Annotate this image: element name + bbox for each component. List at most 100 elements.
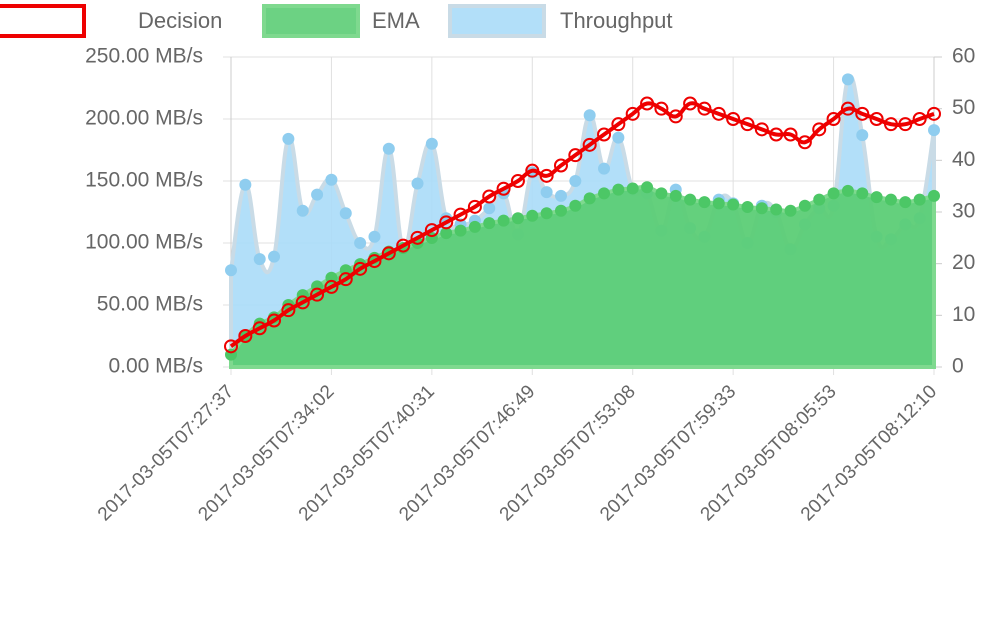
- legend-swatch: [0, 4, 86, 38]
- point: [899, 196, 912, 209]
- point: [483, 202, 496, 215]
- point: [468, 220, 481, 233]
- point: [641, 181, 654, 194]
- point: [525, 163, 540, 178]
- point: [296, 204, 309, 217]
- y2-tick-label: 60: [952, 45, 975, 68]
- point: [338, 272, 353, 287]
- point: [928, 189, 940, 202]
- point: [840, 101, 855, 116]
- point: [325, 271, 338, 284]
- point: [913, 193, 926, 206]
- point: [598, 187, 611, 200]
- point: [482, 189, 497, 204]
- point: [869, 112, 884, 126]
- point: [568, 148, 583, 163]
- point: [539, 168, 554, 183]
- point: [855, 106, 870, 121]
- point: [783, 127, 798, 142]
- point: [424, 223, 439, 238]
- point: [770, 203, 783, 216]
- point: [510, 174, 525, 188]
- point: [496, 181, 511, 196]
- point: [483, 217, 496, 230]
- point: [582, 137, 597, 152]
- legend-swatch: [448, 4, 546, 38]
- point: [511, 212, 524, 225]
- point: [883, 117, 898, 132]
- point: [611, 117, 626, 132]
- point: [396, 238, 411, 253]
- point: [697, 101, 712, 116]
- point: [368, 230, 381, 243]
- point: [225, 264, 237, 277]
- y2-tick-label: 30: [952, 200, 975, 223]
- y-tick-label: 50.00 MB/s: [97, 293, 203, 316]
- point: [339, 207, 352, 220]
- point: [726, 112, 741, 126]
- point: [654, 101, 669, 116]
- point: [598, 162, 611, 175]
- legend-label: Decision: [138, 8, 222, 33]
- y2-tick-label: 40: [952, 148, 975, 171]
- point: [668, 109, 683, 124]
- y2-tick-label: 50: [952, 96, 975, 119]
- point: [540, 186, 553, 199]
- point: [311, 188, 324, 201]
- point: [411, 177, 424, 190]
- point: [856, 129, 869, 142]
- point: [554, 189, 567, 202]
- point: [797, 135, 812, 150]
- point: [927, 106, 941, 121]
- point: [625, 106, 640, 121]
- y-tick-label: 0.00 MB/s: [108, 355, 203, 378]
- point: [826, 112, 841, 126]
- point: [540, 207, 553, 220]
- point: [353, 261, 368, 276]
- point: [325, 173, 338, 186]
- point: [784, 204, 797, 217]
- point: [827, 187, 840, 200]
- point: [640, 96, 655, 111]
- point: [669, 189, 682, 202]
- point: [583, 192, 596, 205]
- point: [554, 204, 567, 217]
- point: [928, 124, 940, 137]
- point: [553, 158, 568, 173]
- y2-tick-label: 20: [952, 251, 975, 274]
- point: [295, 295, 310, 310]
- point: [583, 109, 596, 122]
- legend-label: Throughput: [560, 8, 673, 33]
- point: [425, 137, 438, 150]
- point: [655, 187, 668, 200]
- point: [252, 321, 267, 336]
- point: [467, 199, 482, 214]
- legend-swatch: [262, 4, 360, 38]
- line: [229, 101, 935, 348]
- point: [310, 287, 325, 302]
- point: [569, 199, 582, 212]
- point: [754, 122, 769, 137]
- point: [727, 198, 740, 211]
- point: [454, 224, 467, 237]
- point: [267, 313, 282, 328]
- point: [354, 237, 367, 249]
- point: [712, 197, 725, 210]
- point: [239, 178, 252, 191]
- point: [683, 96, 698, 111]
- point: [841, 73, 854, 86]
- y-tick-label: 100.00 MB/s: [85, 231, 203, 254]
- point: [569, 175, 582, 187]
- y-tick-label: 150.00 MB/s: [85, 169, 203, 192]
- point: [884, 193, 897, 206]
- legend-label: EMA: [372, 8, 420, 33]
- point: [856, 187, 869, 200]
- point: [453, 207, 468, 222]
- y-tick-label: 200.00 MB/s: [85, 107, 203, 130]
- point: [898, 117, 913, 132]
- point: [410, 230, 425, 245]
- point: [698, 196, 711, 209]
- point: [612, 183, 625, 196]
- point: [684, 193, 697, 206]
- point: [324, 279, 339, 294]
